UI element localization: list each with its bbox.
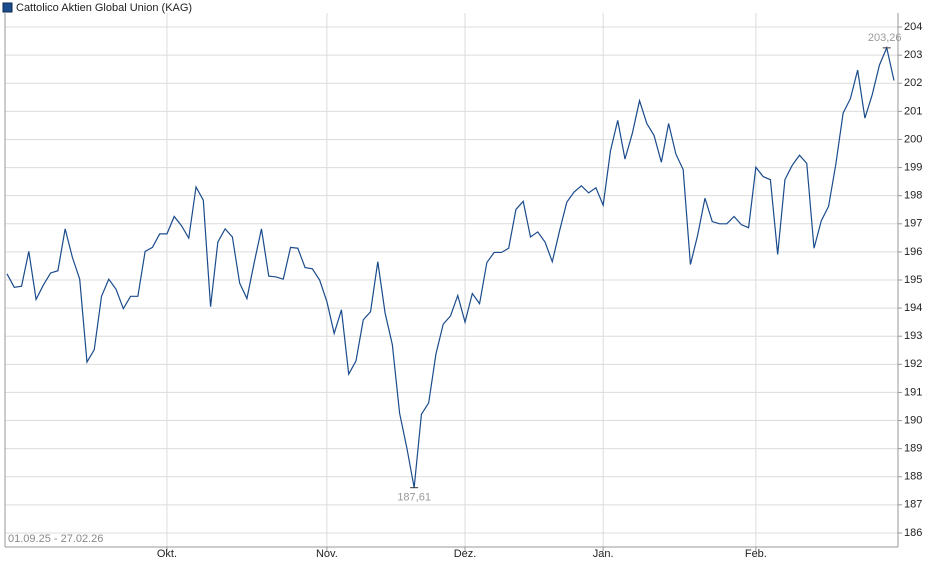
y-tick-label: 203 — [904, 49, 922, 61]
y-tick-label: 201 — [904, 105, 922, 117]
x-tick-label: Okt. — [157, 548, 177, 560]
x-tick-label: Nov. — [316, 548, 338, 560]
y-tick-label: 204 — [904, 21, 922, 33]
y-tick-label: 199 — [904, 161, 922, 173]
y-tick-label: 190 — [904, 414, 922, 426]
legend-label: Cattolico Aktien Global Union (KAG) — [16, 2, 192, 14]
y-tick-label: 186 — [904, 527, 922, 539]
legend-swatch — [2, 2, 13, 13]
x-tick-label: Feb. — [745, 548, 767, 560]
y-tick-label: 198 — [904, 190, 922, 202]
y-tick-label: 193 — [904, 330, 922, 342]
y-tick-label: 189 — [904, 443, 922, 455]
y-tick-label: 188 — [904, 471, 922, 483]
extreme-label: 187,61 — [397, 492, 431, 504]
y-tick-label: 187 — [904, 499, 922, 511]
date-range: 01.09.25 - 27.02.26 — [8, 533, 103, 545]
x-tick-label: Dez. — [454, 548, 477, 560]
y-tick-label: 191 — [904, 386, 922, 398]
y-tick-label: 202 — [904, 77, 922, 89]
x-tick-label: Jan. — [593, 548, 614, 560]
y-tick-label: 200 — [904, 133, 922, 145]
y-tick-label: 192 — [904, 358, 922, 370]
extreme-label: 203,26 — [868, 32, 902, 44]
y-tick-label: 195 — [904, 274, 922, 286]
y-tick-label: 197 — [904, 218, 922, 230]
y-tick-label: 196 — [904, 246, 922, 258]
price-line — [6, 45, 895, 488]
y-tick-label: 194 — [904, 302, 922, 314]
